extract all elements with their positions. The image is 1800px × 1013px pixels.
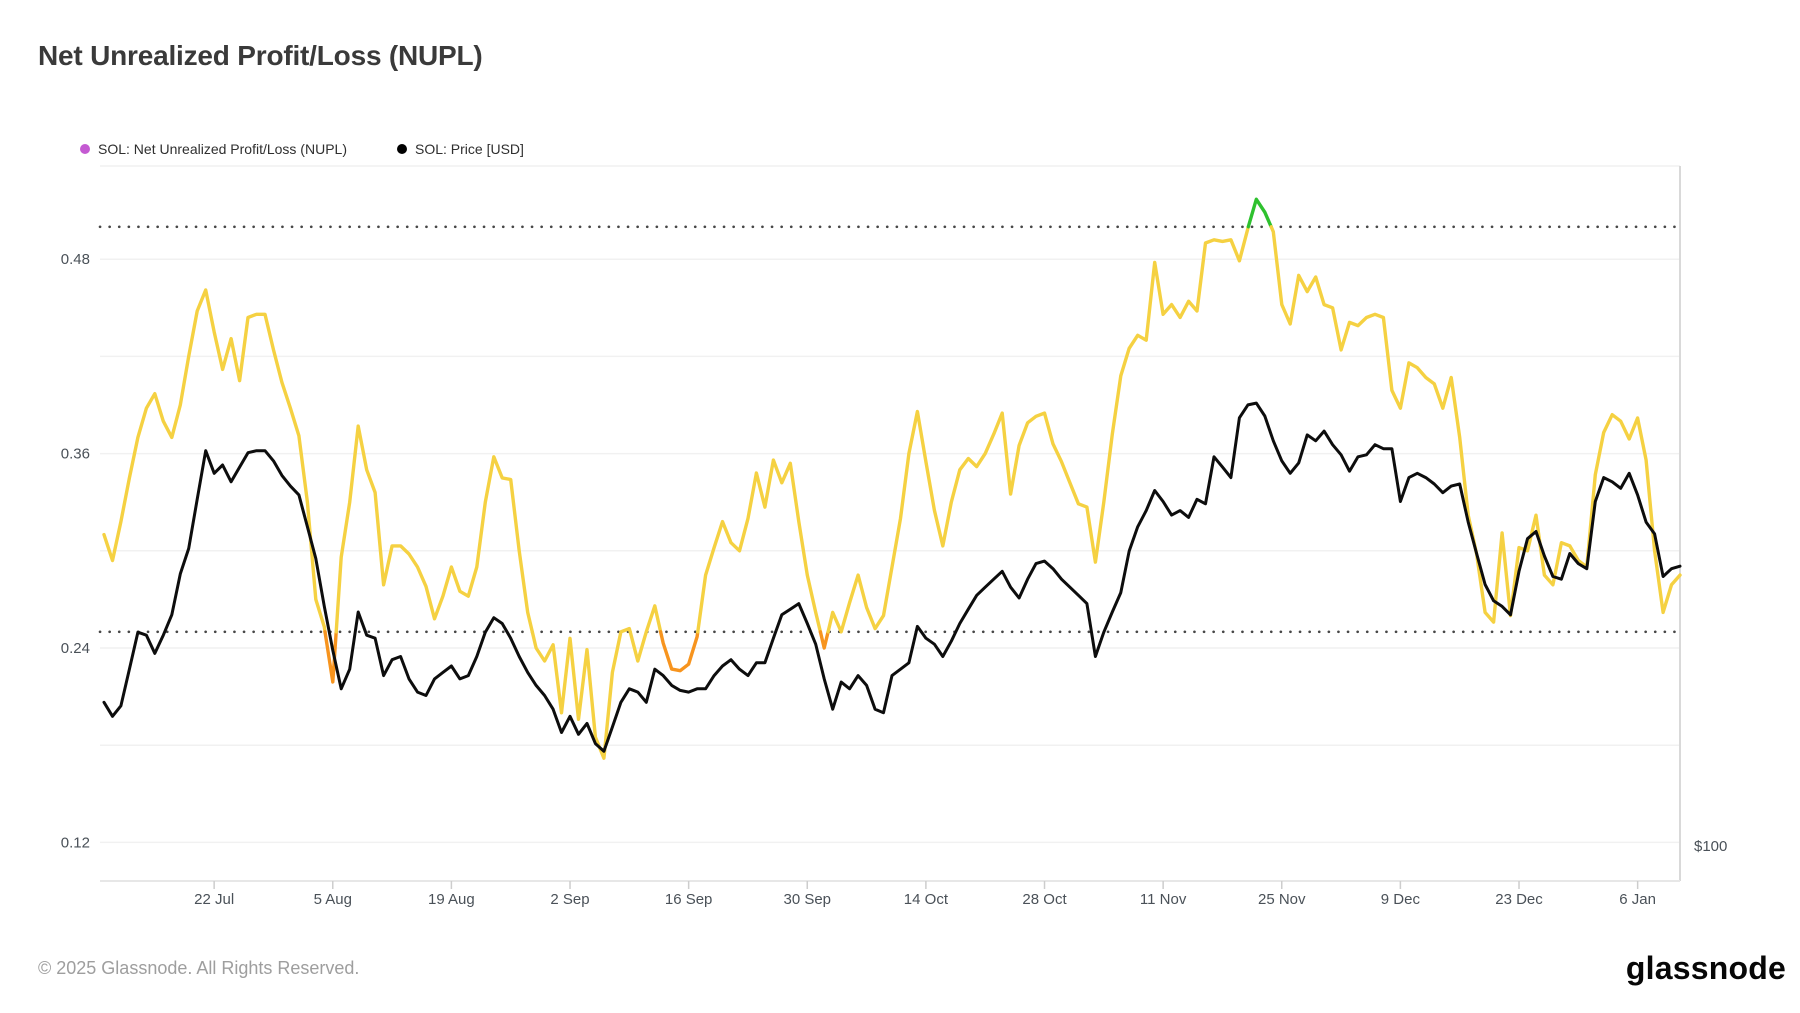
x-tick-label: 2 Sep [550,891,589,908]
x-tick-label: 11 Nov [1140,891,1187,908]
x-tick-label: 25 Nov [1258,891,1306,908]
x-tick-label: 30 Sep [783,891,831,908]
nupl-line-segment [1269,225,1682,624]
y-tick-label: 0.48 [61,251,90,268]
nupl-line-segment [1246,197,1273,229]
price-line [102,401,1682,753]
y-tick-label: 0.36 [61,446,90,463]
nupl-line-segment [818,630,830,650]
nupl-line-segment [658,630,700,673]
nupl-line-segment [102,288,327,634]
y-tick-label: 0.24 [61,640,90,657]
x-tick-label: 19 Aug [428,891,475,908]
glassnode-logo: glassnode [1625,950,1786,986]
legend-item-nupl[interactable]: SOL: Net Unrealized Profit/Loss (NUPL) [80,141,347,157]
x-tick-label: 16 Sep [665,891,713,908]
nupl-line-segment [826,225,1250,634]
nupl-line-segment [696,458,823,634]
page-title: Net Unrealized Profit/Loss (NUPL) [38,40,483,71]
x-tick-label: 23 Dec [1495,891,1543,908]
nupl-line-segment [334,424,534,634]
x-tick-label: 28 Oct [1022,891,1067,908]
nupl-line-segment [530,626,632,760]
legend-dot-price-icon [396,144,407,154]
nupl-line-segment [628,604,663,663]
y-tick-label: 0.12 [61,834,90,851]
legend-dot-nupl-icon [80,144,90,154]
x-tick-label: 5 Aug [314,891,352,908]
legend-item-price[interactable]: SOL: Price [USD] [396,141,524,157]
legend: SOL: Net Unrealized Profit/Loss (NUPL) S… [80,141,524,157]
x-tick-label: 14 Oct [904,891,949,908]
x-tick-label: 6 Jan [1619,891,1656,908]
legend-label-nupl: SOL: Net Unrealized Profit/Loss (NUPL) [98,141,347,157]
x-tick-label: 22 Jul [194,891,234,908]
nupl-line-segment [323,630,338,684]
copyright-text: © 2025 Glassnode. All Rights Reserved. [38,958,360,978]
right-axis-label: $100 [1694,838,1727,855]
legend-label-price: SOL: Price [USD] [414,141,524,157]
x-tick-label: 9 Dec [1381,891,1421,908]
